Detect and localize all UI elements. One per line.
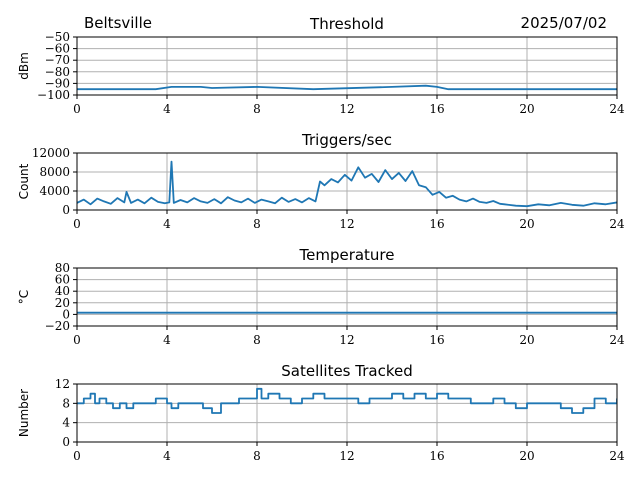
x-tick-label: 24 (609, 333, 625, 347)
x-tick-label: 12 (339, 449, 354, 463)
y-tick-label: 12000 (32, 146, 70, 160)
figure: Beltsville 2025/07/02 Threshold 0 4 8 12 16 20… (0, 0, 640, 480)
x-tick-label: 0 (73, 102, 81, 116)
y-tick-label: 80 (55, 261, 70, 275)
y-axis-label: °C (17, 290, 31, 304)
x-tick-label: 0 (73, 333, 81, 347)
x-tick-label: 24 (609, 217, 625, 231)
y-axis-label: dBm (17, 52, 31, 80)
y-tick-label: 4 (62, 416, 70, 430)
y-tick-label: −50 (45, 30, 70, 44)
x-tick-label: 12 (339, 333, 354, 347)
y-tick-label: 8 (62, 396, 70, 410)
x-tick-label: 20 (519, 217, 534, 231)
panel-title: Temperature (298, 246, 394, 264)
x-tick-label: 8 (253, 333, 261, 347)
x-tick-label: 0 (73, 217, 81, 231)
x-tick-label: 12 (339, 102, 354, 116)
site-label: Beltsville (84, 14, 152, 32)
x-tick-label: 8 (253, 217, 261, 231)
x-tick-label: 16 (429, 449, 444, 463)
x-tick-label: 16 (429, 217, 444, 231)
x-tick-label: 4 (163, 333, 171, 347)
x-tick-label: 20 (519, 102, 534, 116)
panel-title: Threshold (309, 15, 384, 33)
y-tick-label: 4000 (39, 184, 70, 198)
panel-title: Satellites Tracked (281, 362, 412, 380)
y-axis-label: Number (17, 389, 31, 437)
x-tick-label: 20 (519, 449, 534, 463)
panel-4: Satellites Tracked 0 4 8 12 16 20 24 0 4 8 12 Number (17, 362, 625, 463)
x-tick-label: 16 (429, 333, 444, 347)
x-tick-label: 16 (429, 102, 444, 116)
x-tick-label: 24 (609, 449, 625, 463)
x-tick-label: 4 (163, 449, 171, 463)
x-tick-label: 4 (163, 217, 171, 231)
x-tick-label: 4 (163, 102, 171, 116)
panel-title: Triggers/sec (301, 131, 392, 149)
x-tick-label: 0 (73, 449, 81, 463)
date-label: 2025/07/02 (521, 14, 607, 32)
x-tick-label: 20 (519, 333, 534, 347)
x-tick-label: 24 (609, 102, 625, 116)
y-tick-label: 0 (62, 435, 70, 449)
y-axis-label: Count (17, 163, 31, 199)
y-tick-label: 12 (55, 377, 70, 391)
x-tick-label: 12 (339, 217, 354, 231)
x-tick-label: 8 (253, 449, 261, 463)
y-tick-label: 8000 (39, 165, 70, 179)
panel-2: Triggers/sec 0 4 8 12 16 20 24 0 4000 8000 12000Cou… (17, 131, 625, 231)
y-tick-label: 0 (62, 203, 70, 217)
x-tick-label: 8 (253, 102, 261, 116)
